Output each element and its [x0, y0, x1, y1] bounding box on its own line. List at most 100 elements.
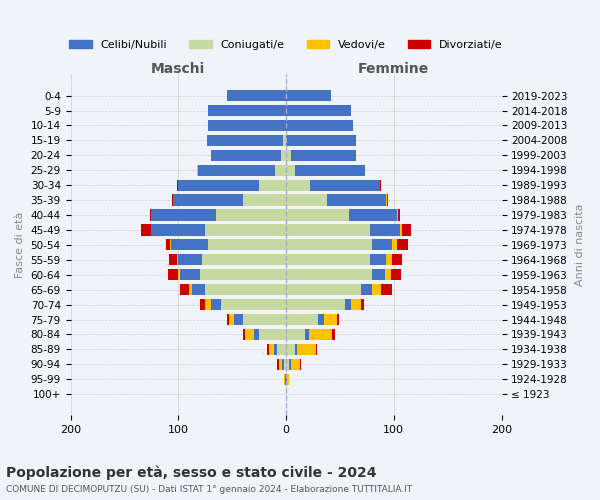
Bar [305, 329, 308, 340]
Bar [178, 269, 181, 280]
Bar [286, 90, 331, 101]
Bar [211, 150, 281, 161]
Bar [392, 254, 403, 266]
Bar [337, 314, 339, 325]
Bar [227, 314, 229, 325]
Bar [243, 329, 245, 340]
Bar [259, 180, 286, 191]
Bar [283, 135, 286, 146]
Bar [286, 329, 305, 340]
Bar [216, 210, 286, 220]
Bar [205, 284, 286, 296]
Bar [284, 358, 286, 370]
Bar [211, 299, 221, 310]
Bar [181, 269, 200, 280]
Bar [400, 224, 403, 235]
Bar [208, 120, 286, 131]
Text: Popolazione per età, sesso e stato civile - 2024: Popolazione per età, sesso e stato civil… [6, 465, 377, 479]
Bar [221, 299, 286, 310]
Bar [151, 224, 205, 235]
Bar [316, 344, 317, 355]
Bar [286, 180, 310, 191]
Bar [285, 374, 286, 385]
Bar [254, 329, 259, 340]
Bar [284, 374, 285, 385]
Bar [372, 240, 392, 250]
Bar [181, 284, 189, 296]
Bar [166, 240, 170, 250]
Bar [282, 358, 284, 370]
Bar [169, 254, 177, 266]
Bar [172, 194, 173, 205]
Bar [286, 314, 319, 325]
Bar [193, 284, 205, 296]
Bar [308, 329, 332, 340]
Bar [150, 210, 151, 220]
Bar [171, 240, 208, 250]
Bar [381, 284, 392, 296]
Bar [295, 164, 365, 176]
Bar [178, 254, 202, 266]
Bar [259, 329, 286, 340]
Bar [189, 284, 193, 296]
Y-axis label: Anni di nascita: Anni di nascita [575, 204, 585, 286]
Bar [208, 240, 286, 250]
Bar [266, 344, 269, 355]
Bar [202, 254, 286, 266]
Bar [286, 254, 370, 266]
Bar [297, 344, 316, 355]
Bar [386, 254, 392, 266]
Bar [243, 194, 286, 205]
Text: Femmine: Femmine [358, 62, 430, 76]
Bar [391, 269, 401, 280]
Bar [286, 374, 287, 385]
Bar [286, 105, 351, 116]
Bar [208, 135, 283, 146]
Bar [197, 164, 275, 176]
Bar [286, 344, 295, 355]
Bar [385, 269, 391, 280]
Bar [140, 224, 151, 235]
Bar [173, 194, 243, 205]
Bar [245, 329, 254, 340]
Bar [286, 224, 370, 235]
Bar [287, 374, 289, 385]
Bar [177, 180, 178, 191]
Bar [277, 344, 286, 355]
Bar [295, 344, 297, 355]
Bar [286, 164, 295, 176]
Bar [208, 105, 286, 116]
Bar [286, 284, 361, 296]
Bar [275, 164, 286, 176]
Bar [300, 358, 301, 370]
Bar [286, 210, 349, 220]
Bar [177, 254, 178, 266]
Legend: Celibi/Nubili, Coniugati/e, Vedovi/e, Divorziati/e: Celibi/Nubili, Coniugati/e, Vedovi/e, Di… [65, 36, 507, 54]
Bar [351, 299, 361, 310]
Bar [370, 254, 386, 266]
Bar [349, 210, 397, 220]
Bar [286, 299, 346, 310]
Bar [397, 210, 398, 220]
Bar [392, 240, 397, 250]
Bar [346, 299, 351, 310]
Bar [332, 329, 335, 340]
Bar [361, 284, 372, 296]
Bar [170, 240, 171, 250]
Text: Maschi: Maschi [151, 62, 205, 76]
Bar [289, 358, 292, 370]
Bar [310, 180, 380, 191]
Bar [372, 269, 385, 280]
Bar [361, 299, 364, 310]
Bar [229, 314, 235, 325]
Bar [235, 314, 243, 325]
Bar [292, 150, 356, 161]
Bar [397, 240, 408, 250]
Bar [277, 358, 278, 370]
Bar [227, 90, 286, 101]
Bar [200, 269, 286, 280]
Bar [370, 224, 400, 235]
Bar [286, 240, 372, 250]
Bar [274, 344, 277, 355]
Bar [200, 299, 205, 310]
